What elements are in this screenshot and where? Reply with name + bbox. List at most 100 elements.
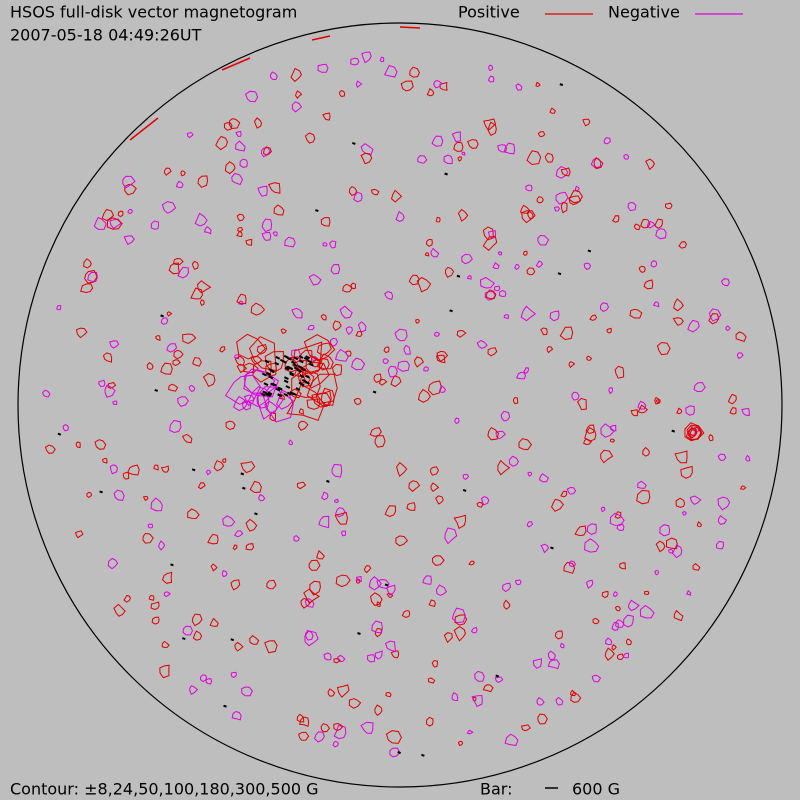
contour [717,453,727,462]
contour [181,433,193,444]
contour [600,423,615,438]
contour [643,590,650,595]
contour [623,652,630,659]
contour [237,227,244,233]
contour [560,490,568,498]
contour [379,56,385,63]
contour [646,220,656,229]
contour [606,327,612,334]
contour [654,396,660,405]
contour [288,439,293,446]
contour [637,404,649,414]
vector [283,376,289,380]
contour [386,584,396,596]
contour [353,191,363,203]
contour [389,747,401,758]
vector [223,704,227,708]
contour [536,697,545,706]
contour [622,614,635,628]
contour [611,215,620,223]
contour [401,610,411,619]
contour [574,185,580,192]
contour [252,360,272,383]
vector [303,356,309,361]
contour [98,379,106,387]
contour [233,395,248,412]
contour [258,493,266,502]
contour [172,359,181,366]
contour [696,521,703,528]
contour [102,457,108,464]
contour [166,311,173,317]
contour [390,189,403,203]
contour [273,204,285,216]
contour [672,317,684,326]
contour [84,269,98,284]
contour [234,354,240,360]
contour [286,383,325,422]
contour [385,691,392,698]
contour [745,454,751,462]
contour [503,314,510,320]
contour [495,430,507,440]
contour [708,434,714,442]
contour [630,409,639,417]
contour [155,335,161,341]
contour [675,497,686,508]
contour [504,733,519,746]
contour [655,399,661,404]
contour [717,496,731,511]
contour [241,686,253,697]
contour [370,188,380,196]
contour [373,373,382,384]
contour [262,146,272,156]
contour [213,460,225,472]
contour [187,508,200,520]
contour [123,594,131,603]
vector [285,385,291,389]
contour [304,132,316,144]
contour [443,154,453,164]
contour [617,653,624,660]
contour [627,599,640,612]
contour [163,591,171,598]
contour [222,515,236,527]
contour [736,352,744,360]
contour [516,371,527,380]
contour [601,590,609,599]
contour [603,137,611,145]
contour [560,201,568,214]
contour [608,387,613,395]
contour [222,458,227,464]
contour [322,242,328,247]
contour [585,424,595,435]
contour [688,426,698,439]
contour [430,482,440,492]
contour [335,507,346,518]
contour [293,534,300,542]
contour [549,107,556,114]
vector [299,374,305,379]
vector [266,393,271,398]
contour [514,263,520,271]
contour [331,363,343,377]
contour [395,210,405,222]
contour [357,321,367,333]
contour [546,346,554,354]
contour [642,446,650,457]
contour [44,444,56,454]
contour [614,511,622,519]
contour [291,307,303,319]
contour [568,560,576,568]
contour [716,540,724,550]
contour [708,313,720,325]
contour [291,369,321,398]
contour [586,579,594,589]
contour [592,617,600,625]
contour [537,234,550,246]
contour [709,308,722,322]
contour [75,327,88,339]
contour [163,167,172,176]
contour [457,740,464,747]
vector [275,355,281,360]
